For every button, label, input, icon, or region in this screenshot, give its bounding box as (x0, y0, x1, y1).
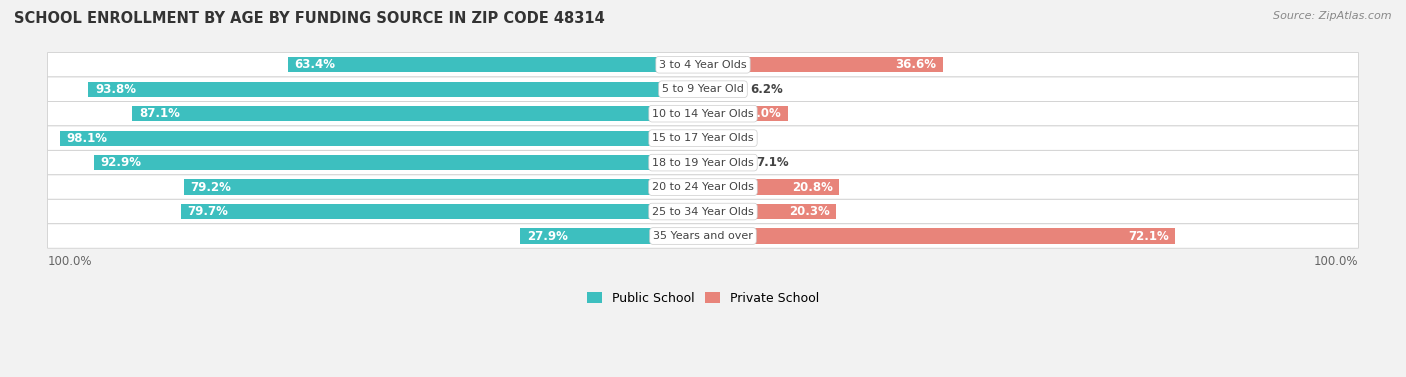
Bar (184, 179, 703, 195)
Bar (288, 57, 703, 72)
Text: 7.1%: 7.1% (756, 156, 789, 169)
Bar (703, 155, 749, 170)
Text: SCHOOL ENROLLMENT BY AGE BY FUNDING SOURCE IN ZIP CODE 48314: SCHOOL ENROLLMENT BY AGE BY FUNDING SOUR… (14, 11, 605, 26)
Text: 15 to 17 Year Olds: 15 to 17 Year Olds (652, 133, 754, 143)
Text: 36.6%: 36.6% (896, 58, 936, 71)
Bar (703, 228, 1175, 244)
Text: 79.7%: 79.7% (187, 205, 228, 218)
Text: 20 to 24 Year Olds: 20 to 24 Year Olds (652, 182, 754, 192)
FancyBboxPatch shape (48, 77, 1358, 101)
Text: 20.3%: 20.3% (789, 205, 830, 218)
Text: 79.2%: 79.2% (191, 181, 232, 193)
Text: 63.4%: 63.4% (294, 58, 335, 71)
Bar (703, 130, 716, 146)
Bar (703, 57, 943, 72)
Text: 18 to 19 Year Olds: 18 to 19 Year Olds (652, 158, 754, 168)
FancyBboxPatch shape (48, 126, 1358, 150)
FancyBboxPatch shape (48, 150, 1358, 175)
Text: 5 to 9 Year Old: 5 to 9 Year Old (662, 84, 744, 94)
Bar (703, 81, 744, 97)
Text: 93.8%: 93.8% (96, 83, 136, 96)
Text: 100.0%: 100.0% (48, 255, 93, 268)
Bar (703, 179, 839, 195)
Legend: Public School, Private School: Public School, Private School (582, 287, 824, 310)
Text: 100.0%: 100.0% (1313, 255, 1358, 268)
Bar (520, 228, 703, 244)
Text: 13.0%: 13.0% (741, 107, 782, 120)
Text: 1.9%: 1.9% (723, 132, 755, 145)
Text: Source: ZipAtlas.com: Source: ZipAtlas.com (1274, 11, 1392, 21)
FancyBboxPatch shape (48, 101, 1358, 126)
Bar (89, 81, 703, 97)
FancyBboxPatch shape (48, 175, 1358, 199)
Text: 92.9%: 92.9% (101, 156, 142, 169)
Text: 27.9%: 27.9% (527, 230, 568, 242)
Text: 72.1%: 72.1% (1128, 230, 1168, 242)
Text: 25 to 34 Year Olds: 25 to 34 Year Olds (652, 207, 754, 216)
FancyBboxPatch shape (48, 224, 1358, 248)
FancyBboxPatch shape (48, 199, 1358, 224)
FancyBboxPatch shape (48, 52, 1358, 77)
Bar (60, 130, 703, 146)
Bar (181, 204, 703, 219)
Text: 98.1%: 98.1% (66, 132, 108, 145)
Text: 87.1%: 87.1% (139, 107, 180, 120)
Text: 35 Years and over: 35 Years and over (652, 231, 754, 241)
Bar (132, 106, 703, 121)
Bar (703, 106, 789, 121)
Bar (703, 204, 837, 219)
Text: 10 to 14 Year Olds: 10 to 14 Year Olds (652, 109, 754, 119)
Text: 3 to 4 Year Olds: 3 to 4 Year Olds (659, 60, 747, 70)
Text: 6.2%: 6.2% (751, 83, 783, 96)
Bar (94, 155, 703, 170)
Text: 20.8%: 20.8% (792, 181, 832, 193)
